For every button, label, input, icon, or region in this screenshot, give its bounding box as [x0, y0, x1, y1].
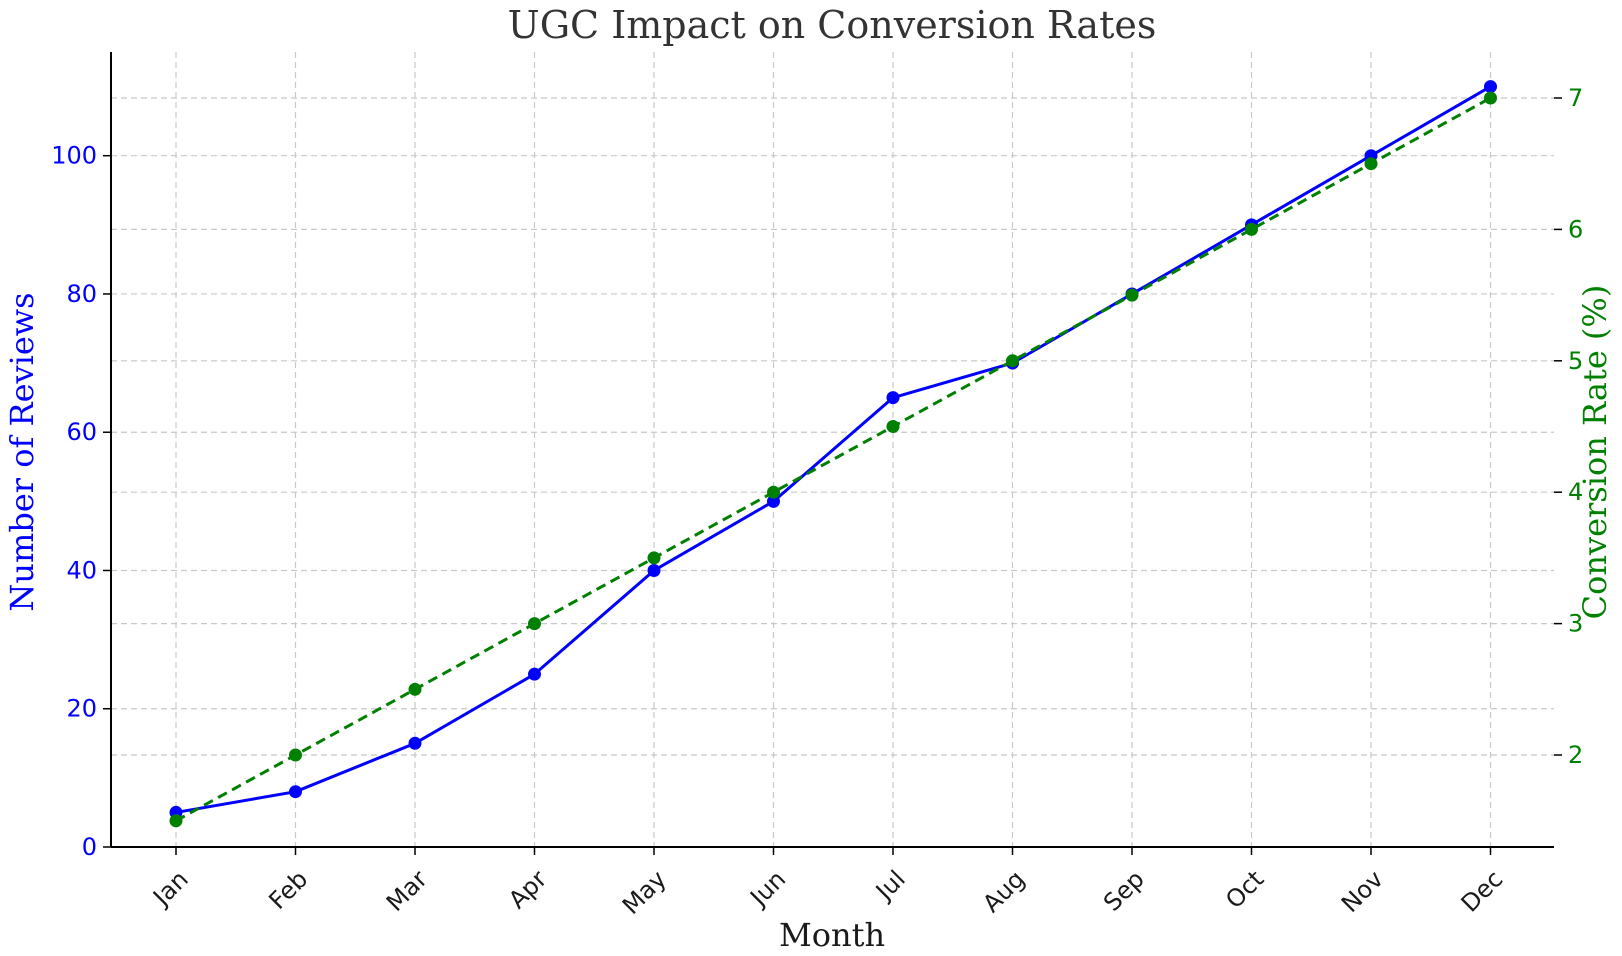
series-2-point: [528, 617, 541, 631]
y-tick-label-right: 5: [1568, 347, 1583, 375]
x-tick-label: May: [617, 865, 672, 920]
y-axis-title-right: Conversion Rate (%): [1576, 285, 1614, 620]
chart-title: UGC Impact on Conversion Rates: [508, 3, 1157, 47]
y-tick-label-right: 6: [1568, 215, 1583, 243]
y-tick-label-left: 40: [66, 556, 97, 584]
x-tick-label: Aug: [977, 865, 1030, 918]
x-tick-label: Oct: [1220, 865, 1269, 914]
series-1-point: [528, 667, 541, 681]
y-tick-label-right: 7: [1568, 84, 1583, 112]
series-2-point: [886, 420, 900, 434]
axes-layer: Jan Feb Mar Apr May Jun Jul Aug Sep Oct Nov Dec 0 20 4…: [51, 52, 1583, 920]
series-1-point: [408, 736, 422, 750]
grid-layer: [111, 52, 1554, 848]
x-tick-label: Mar: [381, 865, 433, 917]
series-layer: [169, 80, 1497, 828]
x-tick-label: Apr: [503, 865, 552, 914]
series-2-point: [767, 485, 780, 499]
series-line-1: [175, 85, 1492, 814]
series-line-2: [175, 96, 1492, 823]
y-tick-label-right: 4: [1568, 478, 1583, 506]
y-tick-label-left: 100: [51, 142, 97, 170]
series-1-point: [886, 391, 900, 405]
series-1-point: [767, 494, 780, 508]
y-tick-label-right: 2: [1568, 741, 1583, 769]
y-tick-label-left: 20: [66, 695, 97, 723]
x-tick-label: Nov: [1336, 865, 1389, 918]
y-tick-label-left: 0: [82, 833, 97, 861]
x-tick-label: Dec: [1456, 865, 1509, 918]
x-tick-label: Jun: [744, 865, 792, 913]
series-1-point: [289, 785, 302, 799]
y-tick-label-left: 80: [66, 280, 97, 308]
y-tick-label-right: 3: [1568, 610, 1583, 638]
series-2-point: [1484, 91, 1497, 105]
series-2-point: [289, 748, 302, 762]
y-tick-label-left: 60: [66, 418, 97, 446]
series-2-point: [1364, 157, 1378, 171]
series-1-point: [647, 563, 661, 577]
series-2-point: [1006, 354, 1019, 368]
x-tick-label: Jan: [146, 865, 193, 912]
x-tick-label: Sep: [1098, 865, 1150, 917]
series-2-point: [408, 682, 422, 696]
y-axis-title-left: Number of Reviews: [3, 292, 41, 611]
x-tick-label: Jul: [869, 865, 911, 907]
series-2-point: [1245, 222, 1258, 236]
series-2-point: [169, 814, 183, 828]
x-axis-title: Month: [779, 916, 885, 954]
series-1-point: [1484, 80, 1497, 94]
x-tick-label: Feb: [263, 865, 313, 915]
series-2-point: [647, 551, 661, 565]
series-2-point: [1125, 288, 1139, 302]
